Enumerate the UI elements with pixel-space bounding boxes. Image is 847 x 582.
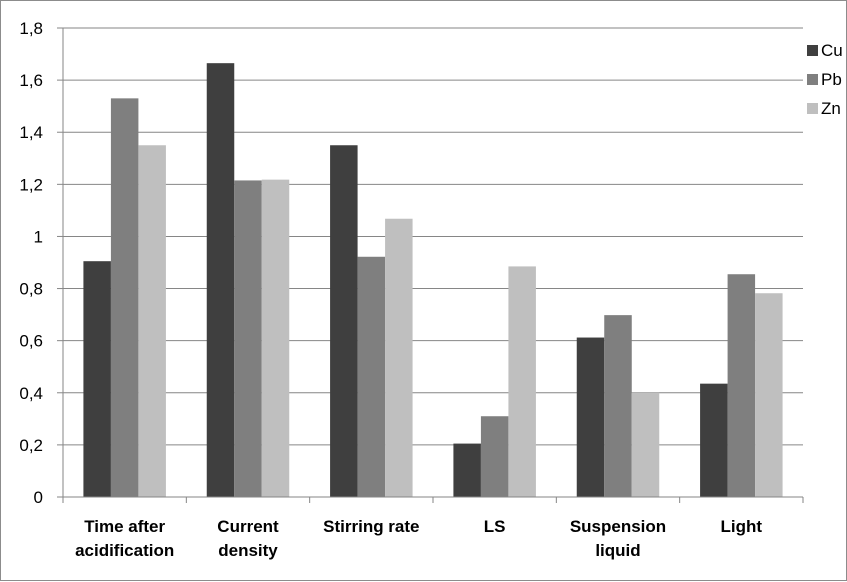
bar-cu	[576, 337, 605, 497]
y-tick-label: 0,4	[19, 384, 43, 403]
y-tick-label: 0	[34, 488, 43, 507]
bar-pb	[234, 180, 262, 498]
y-tick-label: 1,8	[19, 19, 43, 38]
bar-cu	[453, 443, 481, 497]
x-category-label: liquid	[595, 541, 640, 560]
legend-label-cu: Cu	[821, 41, 843, 60]
x-category-label: Current	[217, 517, 279, 536]
x-category-label: Suspension	[570, 517, 666, 536]
gridlines	[63, 27, 803, 446]
x-category-label: Stirring rate	[323, 517, 419, 536]
bar-pb	[480, 416, 509, 497]
bar-zn	[631, 392, 660, 497]
bar-zn	[755, 293, 783, 497]
bars	[83, 63, 783, 498]
bar-pb	[604, 315, 632, 497]
x-tick-labels: Time after acidification Current density Sti…	[75, 517, 762, 560]
y-tick-label: 1,6	[19, 71, 43, 90]
bar-zn	[261, 179, 290, 498]
y-tick-label: 0,6	[19, 332, 43, 351]
bar-cu	[700, 383, 728, 497]
x-category-label: density	[218, 541, 278, 560]
axes	[57, 27, 804, 503]
y-tick-label: 1,4	[19, 123, 43, 142]
legend-swatch-cu	[807, 45, 818, 56]
legend-swatch-pb	[807, 74, 818, 85]
legend: Cu Pb Zn	[807, 41, 843, 118]
bar-cu	[83, 261, 111, 497]
x-category-label: LS	[484, 517, 506, 536]
y-tick-label: 1	[34, 227, 43, 246]
x-category-label: Light	[721, 517, 763, 536]
y-tick-label: 1,2	[19, 175, 43, 194]
bar-zn	[138, 145, 166, 497]
bar-cu	[330, 145, 358, 497]
bar-pb	[727, 274, 756, 497]
y-tick-label: 0,8	[19, 280, 43, 299]
legend-label-zn: Zn	[821, 99, 841, 118]
bar-zn	[508, 266, 536, 497]
bar-cu	[206, 63, 235, 498]
y-tick-label: 0,2	[19, 436, 43, 455]
bar-zn	[385, 218, 413, 497]
x-category-label: acidification	[75, 541, 174, 560]
legend-swatch-zn	[807, 103, 818, 114]
legend-label-pb: Pb	[821, 70, 842, 89]
y-tick-labels: 0 0,2 0,4 0,6 0,8 1 1,2 1,4 1,6 1,8	[19, 19, 43, 507]
bar-pb	[110, 98, 139, 497]
x-category-label: Time after	[84, 517, 165, 536]
bar-pb	[357, 256, 386, 497]
